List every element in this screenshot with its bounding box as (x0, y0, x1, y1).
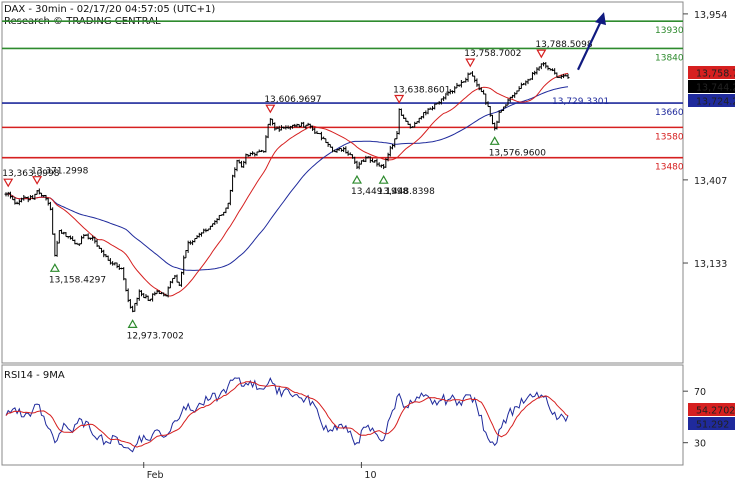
swing-low-marker (127, 319, 138, 328)
ma-slow-line (5, 86, 569, 271)
trend-arrow-shaft (577, 20, 602, 71)
swing-low-label: 12,973.7002 (127, 331, 184, 341)
swing-high-marker (536, 49, 547, 59)
price-bars (4, 62, 570, 313)
price-panel-frame (1, 1, 684, 364)
chart-title: DAX - 30min - 02/17/20 04:57:05 (UTC+1) (4, 4, 215, 15)
swing-low-marker (489, 136, 500, 145)
swing-low-label: 13,576.9600 (489, 148, 547, 158)
swing-high-label: 13,758.7002 (464, 49, 521, 59)
swing-low-label: 13,449.1998 (351, 187, 409, 197)
ma-value-label: 13,729.3301 (552, 97, 609, 107)
rsi-tag-label: 51.292 (696, 420, 729, 431)
x-tick-label: Feb (147, 470, 164, 480)
rsi-panel-label: RSI14 - 9MA (4, 370, 65, 381)
level-label-13580: 13580 (655, 132, 684, 142)
price-tick-label: 13,407 (694, 176, 727, 187)
trend-arrow-head (595, 12, 606, 26)
price-tag-box (688, 80, 735, 93)
rsi-tag-box (688, 403, 735, 416)
moving-averages (5, 72, 569, 297)
trend-arrow (577, 12, 606, 71)
rsi-tag-box (688, 417, 735, 430)
swing-high-marker (465, 58, 476, 68)
price-tag-label: 13,724.2 (696, 97, 735, 108)
ma-fast-line (5, 72, 569, 297)
rsi-ma-line (5, 381, 569, 448)
price-tag-label: 13,744.2 (696, 83, 735, 94)
level-label-13660: 13660 (655, 108, 684, 118)
level-lines: 13930 13840 13660 13580 13480 (2, 20, 684, 173)
rsi-lines (5, 377, 569, 453)
swing-low-label: 13,158.4297 (49, 275, 106, 285)
price-tag-box (688, 94, 735, 107)
level-label-13930: 13930 (655, 26, 684, 36)
swing-high-label: 13,788.5098 (535, 40, 593, 50)
swing-high-label: 13,638.8601 (393, 86, 450, 96)
level-label-13840: 13840 (655, 53, 684, 63)
rsi-tag-label: 54.2702 (696, 406, 735, 417)
price-tick-label: 13,133 (694, 259, 727, 270)
swing-high-label: 13,363.0998 (2, 169, 60, 179)
swing-high-marker (3, 178, 14, 188)
swing-high-label: 13,606.9697 (264, 95, 321, 105)
rsi-tick-label: 30 (694, 439, 706, 450)
level-label-13480: 13480 (655, 163, 684, 173)
price-tag-box (688, 66, 735, 79)
swing-high-marker (32, 176, 43, 185)
swing-low-marker (49, 263, 60, 272)
swing-low-marker (378, 174, 389, 184)
swing-high-marker (265, 104, 276, 114)
price-tick-label: 13,954 (694, 10, 727, 21)
swing-low-label: 13,448.8398 (378, 187, 436, 197)
price-tag-label: 13,758.7 (696, 69, 735, 80)
x-tick-label: 10 (364, 470, 376, 480)
swing-high-label: 13,371.2998 (31, 167, 89, 177)
swing-high-marker (394, 94, 405, 104)
swing-low-marker (351, 174, 363, 184)
rsi-tick-label: 70 (694, 387, 706, 398)
rsi-line (5, 377, 569, 453)
rsi-panel-frame (1, 364, 684, 466)
axes: 13,954 13,407 13,133 70 30 13,758.7 13,744.2 13… (143, 10, 735, 480)
